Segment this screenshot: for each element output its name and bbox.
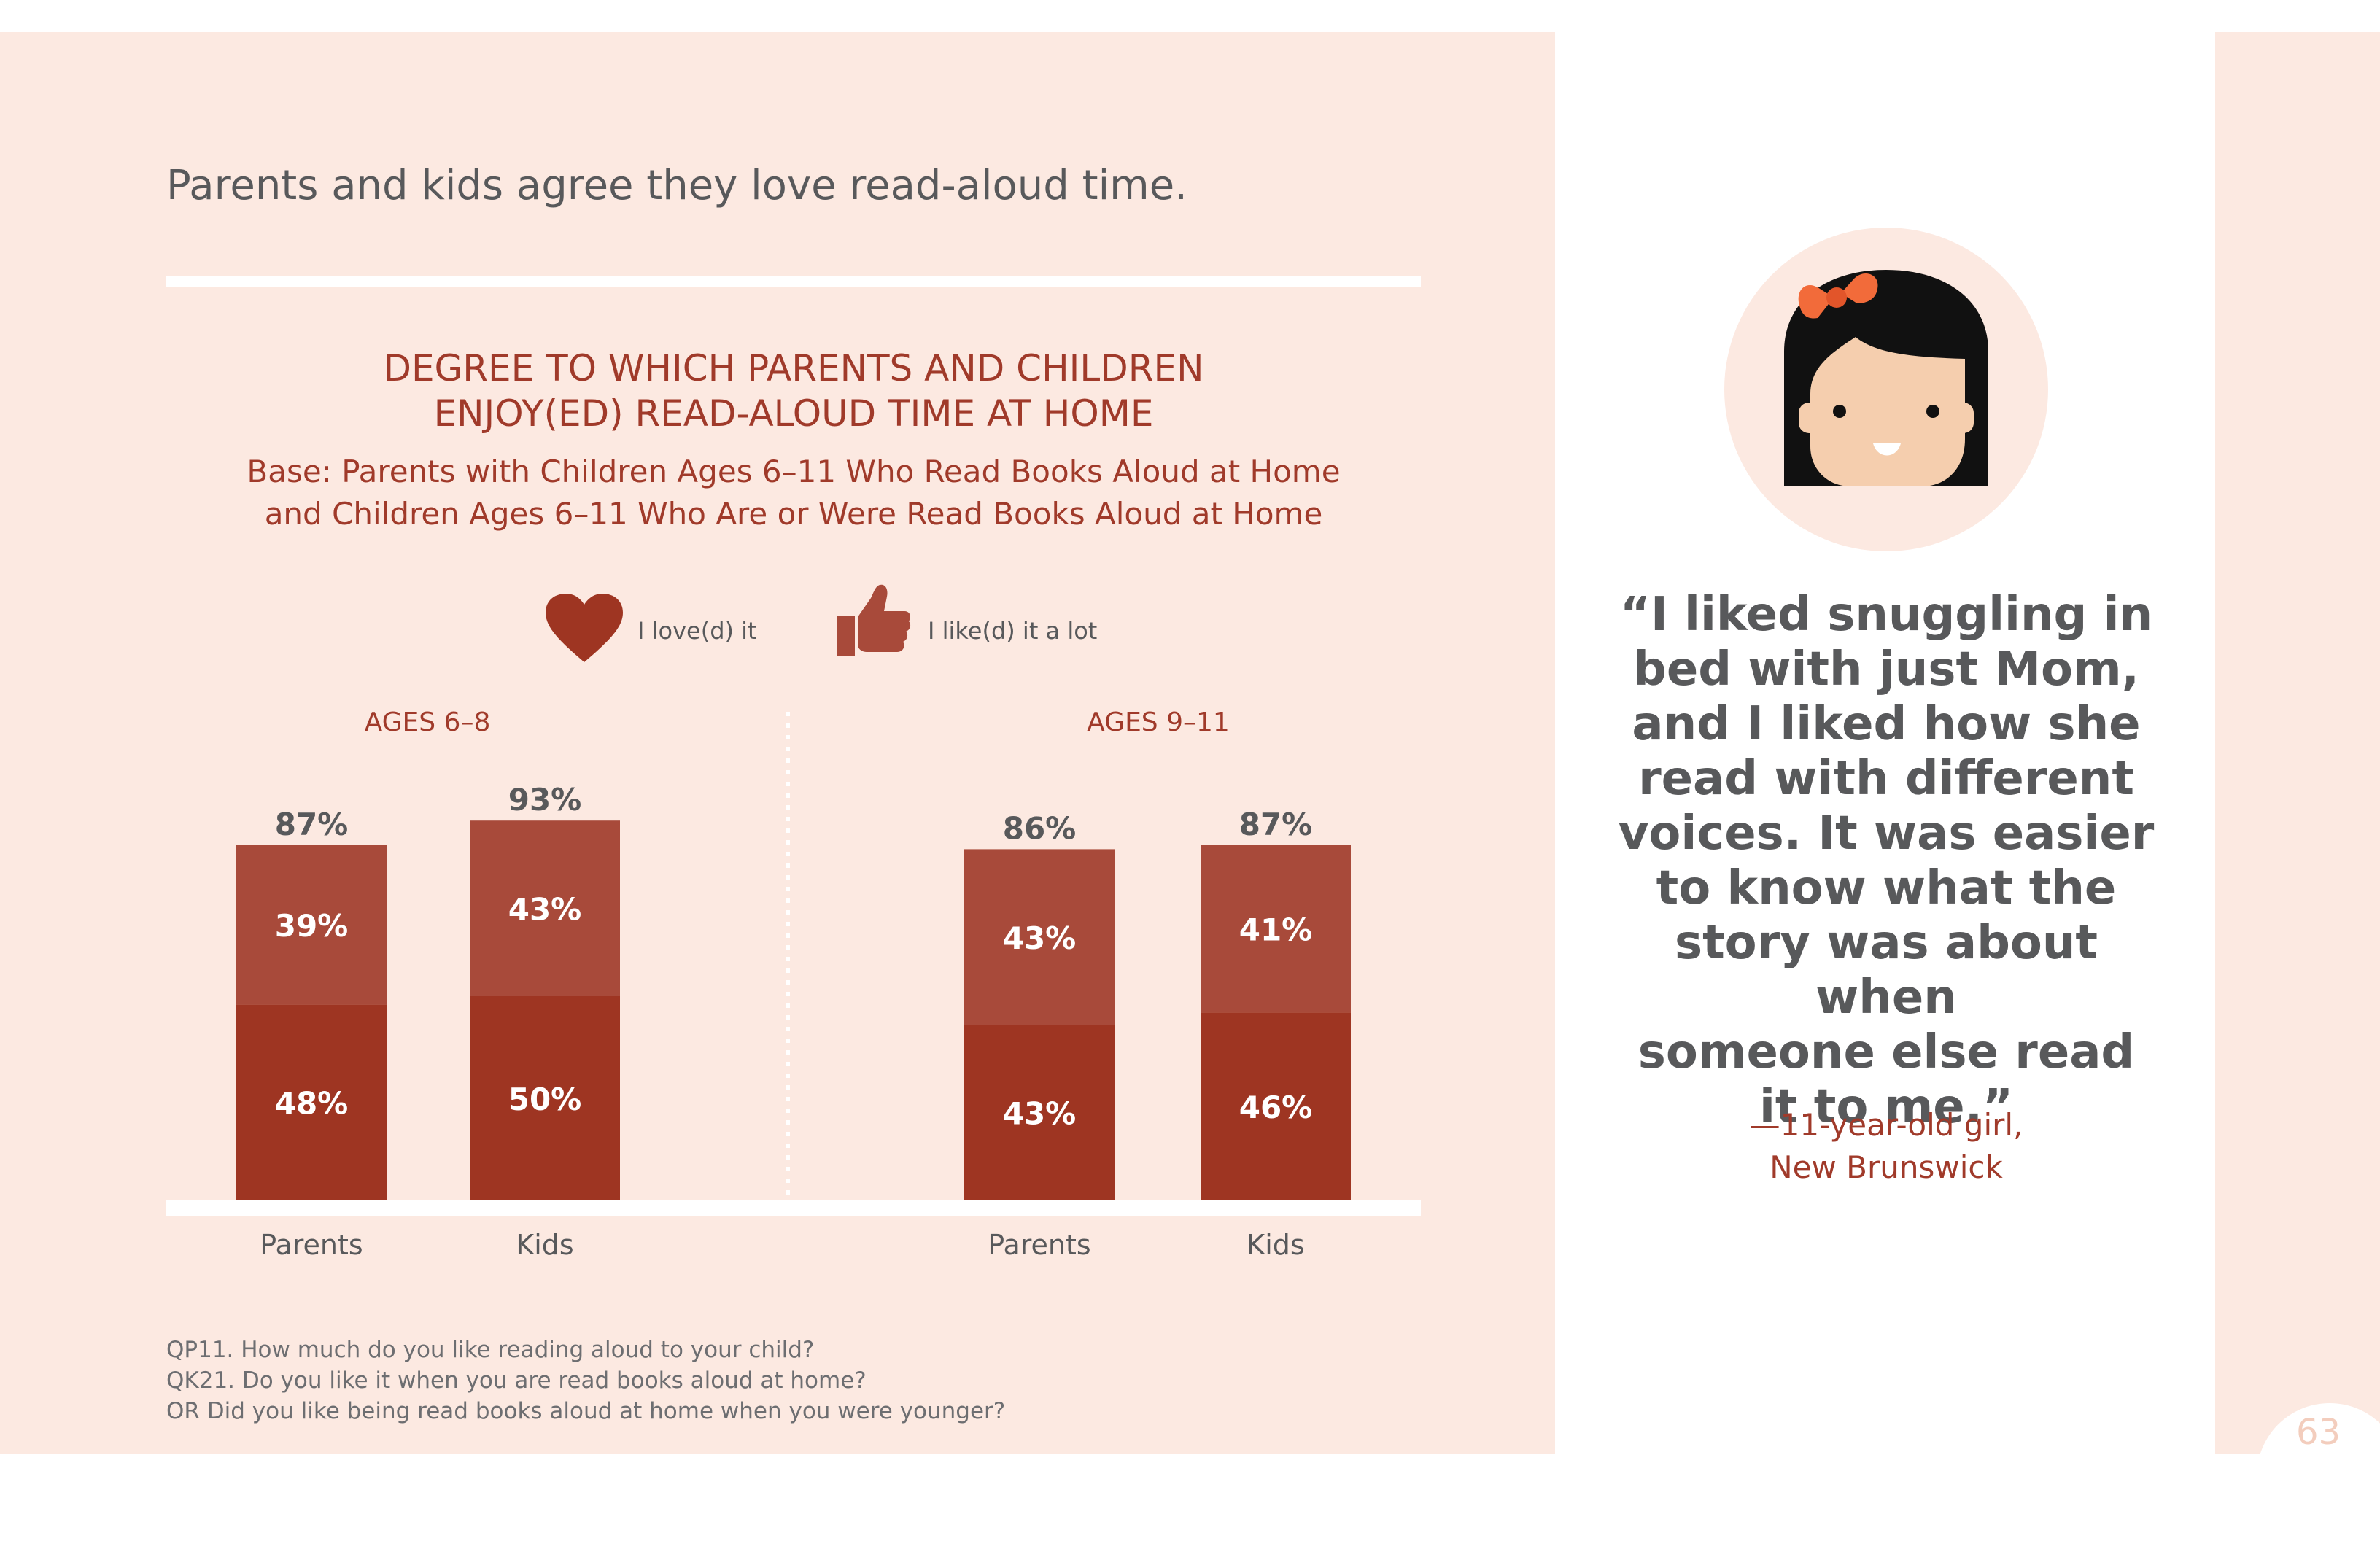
data-label-total: 87% — [275, 807, 349, 842]
data-label-liked: 43% — [1003, 920, 1077, 956]
group-label: AGES 9–11 — [1087, 707, 1230, 737]
category-label: Kids — [1247, 1229, 1304, 1261]
group-label: AGES 6–8 — [365, 707, 491, 737]
footnote-2: QK21. Do you like it when you are read b… — [166, 1367, 867, 1394]
chart-title-line-2: ENJOY(ED) READ-ALOUD TIME AT HOME — [433, 392, 1154, 435]
bar-segment-loved — [1201, 1012, 1351, 1200]
page-number: 63 — [2296, 1412, 2341, 1453]
data-label-total: 87% — [1239, 807, 1313, 842]
data-label-loved: 48% — [275, 1086, 349, 1122]
girl-with-bow-icon — [1724, 228, 2048, 551]
data-label-total: 93% — [508, 782, 582, 818]
bar-segment-loved — [236, 1004, 387, 1200]
attribution-line-1: —11-year-old girl, — [1749, 1107, 2023, 1143]
quote-line: “I liked snuggling in — [1619, 588, 2153, 642]
chart-subtitle-line-1: Base: Parents with Children Ages 6–11 Wh… — [247, 454, 1341, 489]
chart-panel-background — [0, 32, 1555, 1454]
quote-line: to know what the — [1656, 861, 2117, 915]
chart-title: DEGREE TO WHICH PARENTS AND CHILDREN ENJ… — [166, 346, 1421, 436]
data-label-liked: 41% — [1239, 912, 1313, 948]
quote-line: voices. It was easier — [1618, 807, 2155, 861]
footnote-3: OR Did you like being read books aloud a… — [166, 1398, 1006, 1424]
bar-segment-liked — [470, 820, 620, 996]
quote-line: bed with just Mom, — [1633, 642, 2139, 696]
attribution-line-2: New Brunswick — [1770, 1149, 2003, 1185]
category-label: Parents — [988, 1229, 1090, 1261]
quote-line: someone else read — [1637, 1025, 2135, 1079]
x-axis-baseline — [166, 1200, 1421, 1216]
data-label-loved: 46% — [1239, 1090, 1313, 1125]
header-rule — [166, 276, 1421, 287]
quote-line: story was about when — [1674, 916, 2098, 1025]
quote-attribution: —11-year-old girl, New Brunswick — [1602, 1104, 2171, 1189]
chart-title-line-1: DEGREE TO WHICH PARENTS AND CHILDREN — [383, 347, 1204, 389]
heart-icon — [546, 594, 623, 662]
pull-quote: “I liked snuggling in bed with just Mom,… — [1602, 588, 2171, 1135]
bar-segment-liked — [1201, 845, 1351, 1013]
legend-label-liked: I like(d) it a lot — [928, 617, 1098, 645]
footnotes: QP11. How much do you like reading aloud… — [166, 1335, 1005, 1426]
quote-line: read with different — [1638, 752, 2134, 806]
data-label-liked: 43% — [508, 892, 582, 928]
bar-segment-liked — [236, 845, 387, 1005]
data-label-liked: 39% — [275, 908, 349, 944]
bar-segment-loved — [964, 1025, 1115, 1200]
chart-subtitle-line-2: and Children Ages 6–11 Who Are or Were R… — [264, 496, 1323, 532]
bar-segment-loved — [470, 996, 620, 1200]
stacked-bar-chart: AGES 6–8 48% 39% 87% Parents 50% 43% 93% Kids AGE… — [166, 707, 1421, 1261]
data-label-loved: 43% — [1003, 1096, 1077, 1132]
quote-line: and I liked how she — [1632, 697, 2141, 751]
legend-label-loved: I love(d) it — [637, 617, 757, 645]
data-label-loved: 50% — [508, 1082, 582, 1117]
category-label: Kids — [516, 1229, 573, 1261]
page-headline: Parents and kids agree they love read-al… — [166, 162, 1187, 209]
chart-subtitle: Base: Parents with Children Ages 6–11 Wh… — [166, 451, 1421, 535]
footnote-1: QP11. How much do you like reading aloud… — [166, 1337, 815, 1363]
thumbs-up-icon — [837, 584, 911, 656]
quote-line: it to me.” — [1759, 1080, 2014, 1134]
bar-segment-liked — [964, 849, 1115, 1025]
right-edge-panel — [2215, 32, 2380, 1454]
data-label-total: 86% — [1003, 810, 1077, 846]
category-label: Parents — [260, 1229, 363, 1261]
